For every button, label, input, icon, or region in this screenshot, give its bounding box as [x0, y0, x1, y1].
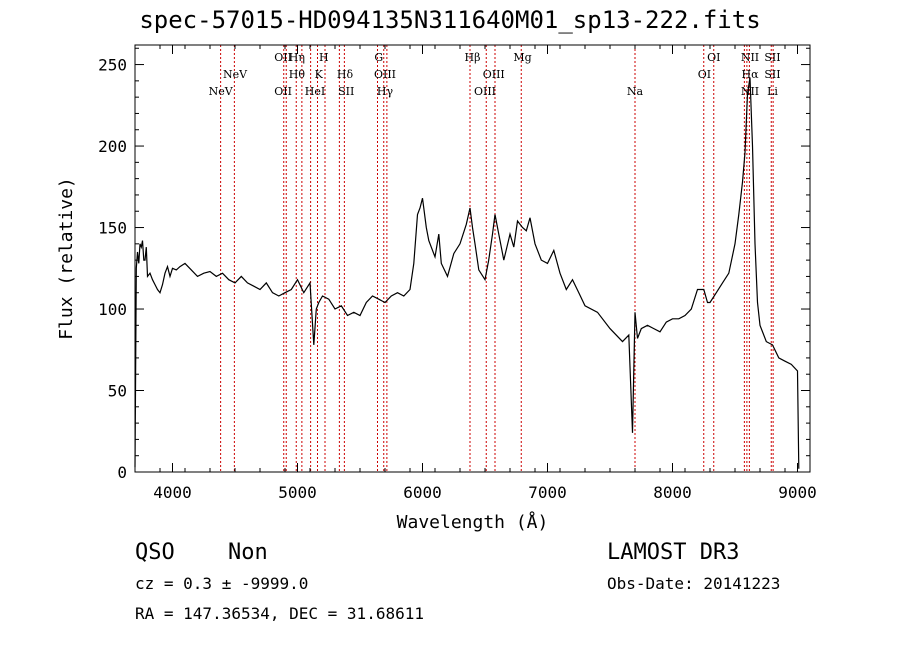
emission-line-label: NII: [741, 51, 759, 64]
emission-line-label: Hβ: [465, 51, 481, 64]
chart-title: spec-57015-HD094135N311640M01_sp13-222.f…: [139, 6, 761, 34]
emission-line-label: OI: [707, 51, 720, 64]
emission-line-label: Hγ: [377, 85, 394, 98]
emission-line-label: OIII: [474, 85, 496, 98]
emission-line-label: SII: [764, 68, 780, 81]
spectrum-series: [134, 77, 800, 469]
object-subclass: Non: [228, 540, 268, 565]
x-axis-ticks: 4000 5000 6000 7000 8000 9000: [134, 45, 817, 502]
emission-line-label: OII: [274, 85, 292, 98]
y-tick-label: 200: [98, 137, 127, 156]
x-tick-label: 6000: [403, 483, 442, 502]
emission-line-label: K: [315, 68, 324, 81]
x-tick-label: 9000: [778, 483, 817, 502]
emission-line-label: OII: [274, 51, 292, 64]
redshift-text: cz = 0.3 ± -9999.0: [135, 574, 309, 593]
spectrum-line: [134, 77, 800, 469]
x-axis-label: Wavelength (Å): [397, 511, 549, 533]
survey-label: LAMOST DR3: [607, 540, 740, 565]
x-tick-label: 4000: [153, 483, 192, 502]
emission-line-label: G: [374, 51, 383, 64]
emission-line-label: OIII: [483, 68, 505, 81]
emission-line-label: Hα: [741, 68, 759, 81]
emission-line-label: NeV: [223, 68, 248, 81]
ra-dec-text: RA = 147.36534, DEC = 31.68611: [135, 604, 424, 623]
x-tick-label: 8000: [653, 483, 692, 502]
object-class: QSO: [135, 540, 175, 565]
y-axis-label: Flux (relative): [56, 177, 77, 340]
x-tick-label: 5000: [278, 483, 317, 502]
emission-line-label: NII: [741, 85, 759, 98]
emission-line-label: Mg: [513, 51, 531, 64]
emission-line-label: Hθ: [289, 68, 306, 81]
emission-line-label: Na: [627, 85, 644, 98]
y-tick-label: 150: [98, 219, 127, 238]
plot-frame: [134, 44, 811, 473]
emission-line-label: SII: [764, 51, 780, 64]
emission-line-label: OI: [698, 68, 711, 81]
emission-line-label: HeI: [305, 85, 325, 98]
obs-date-text: Obs-Date: 20141223: [607, 574, 781, 593]
y-axis-ticks: 0 50 100 150 200 250: [98, 47, 810, 482]
emission-line-label: Hδ: [337, 68, 354, 81]
y-tick-label: 0: [117, 463, 127, 482]
x-tick-label: 7000: [528, 483, 567, 502]
emission-line-label: Hη: [289, 51, 305, 64]
emission-line-markers: [220, 45, 774, 472]
y-tick-label: 250: [98, 56, 127, 75]
emission-line-label: SII: [338, 85, 354, 98]
emission-line-label: NeV: [209, 85, 234, 98]
y-tick-label: 50: [108, 382, 127, 401]
emission-line-label: Li: [767, 85, 778, 98]
emission-line-label: H: [319, 51, 329, 64]
emission-line-label: OIII: [374, 68, 396, 81]
y-tick-label: 100: [98, 300, 127, 319]
